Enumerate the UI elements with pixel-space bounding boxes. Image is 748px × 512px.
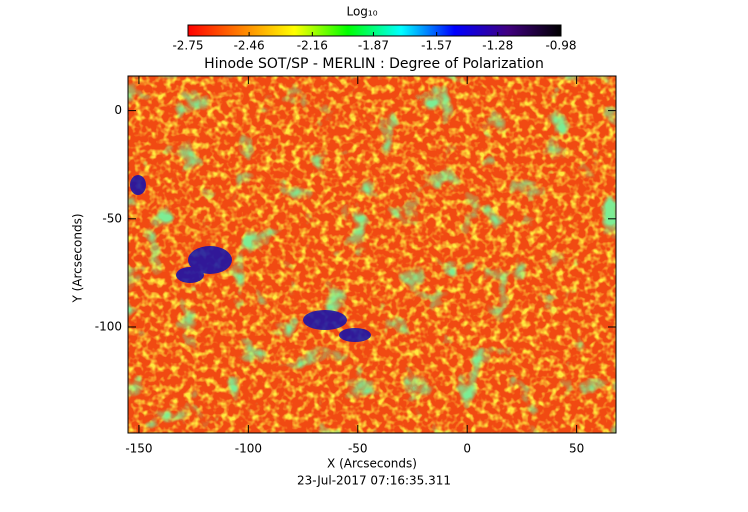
x-tick-label: -100 [235, 442, 262, 456]
polarization-map [128, 76, 616, 433]
x-axis-title: X (Arcseconds) [327, 457, 417, 471]
colorbar-tick-label: -2.46 [234, 39, 265, 53]
colorbar [187, 24, 562, 37]
colorbar-tick-label: -0.98 [545, 39, 576, 53]
y-tick-label: -100 [95, 319, 122, 333]
y-axis-title: Y (Arcseconds) [71, 213, 85, 303]
chart-title: Hinode SOT/SP - MERLIN : Degree of Polar… [204, 56, 544, 72]
colorbar-tick-label: -1.28 [482, 39, 513, 53]
colorbar-tick-label: -2.75 [172, 39, 203, 53]
x-tick-label: 50 [569, 442, 584, 456]
colorbar-tick-label: -2.16 [297, 39, 328, 53]
x-tick-label: -150 [125, 442, 152, 456]
colorbar-tick-label: -1.57 [421, 39, 452, 53]
colorbar-label: Log₁₀ [346, 5, 377, 19]
y-tick-label: -50 [102, 211, 122, 225]
colorbar-tick-label: -1.87 [358, 39, 389, 53]
x-tick-label: -50 [348, 442, 368, 456]
timestamp: 23-Jul-2017 07:16:35.311 [297, 474, 451, 488]
x-tick-label: 0 [463, 442, 471, 456]
plot-frame [127, 75, 617, 434]
y-tick-label: 0 [114, 103, 122, 117]
